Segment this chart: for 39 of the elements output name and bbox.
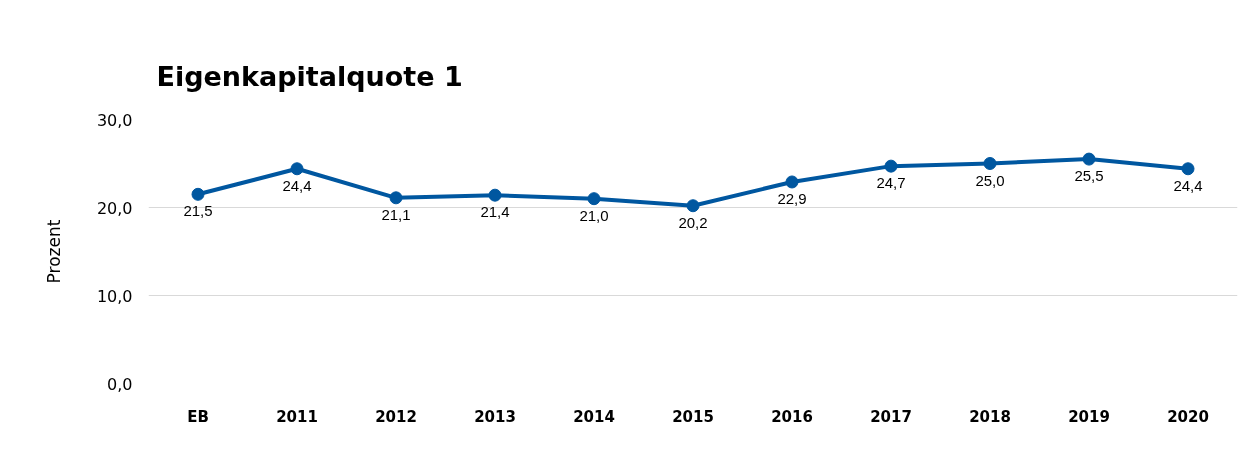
point [686, 199, 700, 213]
point [983, 157, 997, 170]
data-label: 21,1 [381, 205, 411, 223]
y-axis-title: Prozent [43, 219, 64, 284]
y-tick-label: 0,0 [107, 374, 133, 394]
point [785, 175, 799, 189]
data-label: 25,0 [975, 171, 1005, 189]
data-label: 24,4 [1173, 176, 1203, 194]
point [884, 159, 898, 173]
x-tick-label: 2017 [870, 407, 912, 426]
point [488, 188, 502, 202]
data-label: 21,4 [480, 203, 510, 221]
chart-title: Eigenkapitalquote 1 [156, 61, 463, 92]
x-tick-label: 2015 [672, 407, 714, 426]
data-label: 21,5 [183, 202, 213, 220]
x-tick-label: 2011 [276, 407, 318, 426]
x-tick-label: 2012 [375, 407, 417, 426]
point [290, 162, 304, 176]
x-tick-label: EB [187, 407, 209, 426]
x-tick-label: 2020 [1167, 407, 1209, 426]
x-tick-label: 2019 [1068, 407, 1110, 426]
point [587, 192, 601, 206]
data-label: 24,4 [282, 176, 312, 194]
x-tick-label: 2013 [474, 407, 516, 426]
data-label: 20,2 [678, 213, 708, 231]
data-label: 24,7 [876, 174, 906, 192]
data-label: 25,5 [1074, 167, 1104, 185]
point [389, 191, 403, 205]
data-label: 21,0 [579, 206, 609, 224]
point [1181, 162, 1195, 176]
y-tick-label: 30,0 [96, 110, 133, 130]
data-label: 22,9 [777, 189, 807, 207]
x-tick-label: 2018 [969, 407, 1011, 426]
x-tick-label: 2014 [573, 407, 615, 426]
point [191, 187, 205, 201]
y-tick-label: 10,0 [96, 286, 133, 306]
x-tick-label: 2016 [771, 407, 813, 426]
point [1082, 152, 1096, 166]
y-tick-label: 20,0 [96, 198, 133, 218]
